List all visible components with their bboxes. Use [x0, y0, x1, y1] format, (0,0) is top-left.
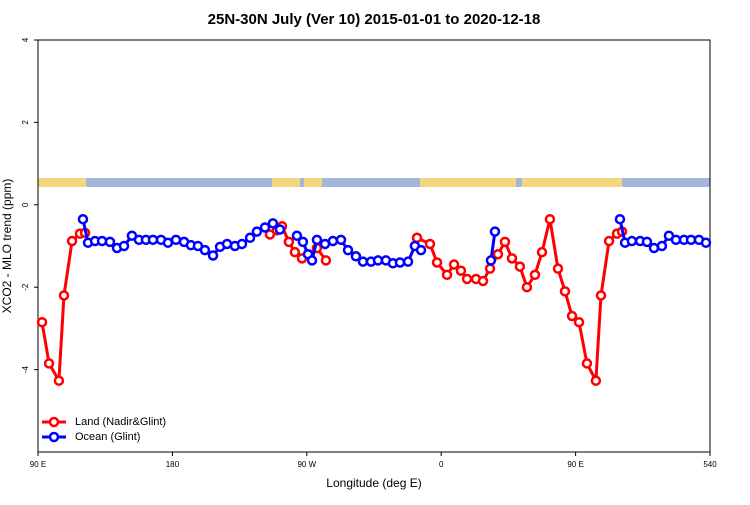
point	[267, 218, 279, 229]
point	[573, 316, 585, 328]
point	[291, 230, 303, 241]
point	[415, 244, 427, 256]
point	[670, 234, 682, 246]
legend-marker	[48, 416, 60, 428]
land-band	[304, 178, 322, 187]
point	[58, 290, 70, 301]
point	[411, 232, 423, 244]
point	[53, 375, 65, 386]
point	[424, 238, 436, 250]
point	[506, 253, 518, 264]
legend-marker	[48, 431, 60, 443]
point	[259, 222, 271, 233]
point	[66, 235, 78, 247]
y-tick-label: 4	[21, 37, 30, 42]
point	[484, 263, 496, 274]
y-tick-label: 2	[21, 120, 30, 125]
point	[566, 310, 578, 322]
land-ocean-strip	[38, 178, 710, 187]
point	[104, 236, 116, 248]
point	[327, 235, 339, 247]
y-axis-label: XCO2 - MLO trend (ppm)	[0, 179, 14, 314]
point	[544, 213, 556, 225]
point	[461, 273, 473, 285]
point	[590, 375, 602, 386]
point	[207, 250, 219, 261]
point	[236, 238, 248, 250]
x-tick-label: 0	[439, 460, 444, 469]
point	[614, 213, 626, 225]
point	[118, 240, 130, 252]
x-axis-label: Longitude (deg E)	[326, 476, 421, 490]
point	[656, 240, 668, 252]
point	[595, 290, 607, 301]
land-band	[522, 178, 622, 187]
point	[521, 281, 533, 293]
point	[162, 237, 174, 248]
ocean-band	[38, 178, 710, 187]
land-band	[272, 178, 300, 187]
y-tick-label: 0	[21, 202, 30, 207]
point	[170, 234, 182, 246]
point	[431, 257, 443, 268]
x-tick-label: 90 W	[297, 460, 316, 469]
point	[283, 236, 295, 248]
point	[514, 261, 526, 272]
point	[441, 269, 453, 281]
point	[448, 259, 460, 270]
point	[477, 275, 489, 287]
land-band	[420, 178, 516, 187]
point	[394, 257, 406, 268]
legend-label: Ocean (Glint)	[75, 431, 140, 443]
point	[77, 213, 89, 225]
point	[306, 255, 318, 266]
point	[199, 244, 211, 256]
point	[559, 286, 571, 297]
land-band	[38, 178, 86, 187]
point	[342, 244, 354, 256]
x-tick-label: 90 E	[567, 460, 583, 469]
point	[455, 265, 467, 276]
point	[335, 234, 347, 246]
point	[36, 316, 48, 328]
point	[492, 248, 504, 260]
point	[626, 235, 638, 247]
point	[581, 358, 593, 369]
legend-label: Land (Nadir&Glint)	[75, 416, 166, 428]
point	[311, 234, 323, 246]
y-tick-label: -4	[21, 365, 30, 373]
point	[552, 263, 564, 274]
point	[485, 255, 497, 266]
point	[641, 236, 653, 248]
point	[244, 232, 256, 244]
point	[700, 237, 712, 248]
point	[251, 226, 263, 237]
point	[357, 256, 369, 267]
x-tick-label: 540	[703, 460, 717, 469]
point	[529, 269, 541, 281]
point	[289, 246, 301, 258]
point	[603, 235, 615, 247]
point	[402, 256, 414, 267]
point	[350, 251, 362, 262]
point	[297, 236, 309, 248]
chart-title: 25N-30N July (Ver 10) 2015-01-01 to 2020…	[208, 11, 541, 28]
x-tick-label: 90 E	[30, 460, 46, 469]
point	[499, 236, 511, 248]
point	[489, 226, 501, 237]
x-tick-label: 180	[166, 460, 180, 469]
y-tick-label: -2	[21, 283, 30, 291]
point	[147, 234, 159, 246]
point	[320, 255, 332, 266]
point	[536, 246, 548, 258]
point	[274, 224, 286, 235]
point	[43, 358, 55, 369]
